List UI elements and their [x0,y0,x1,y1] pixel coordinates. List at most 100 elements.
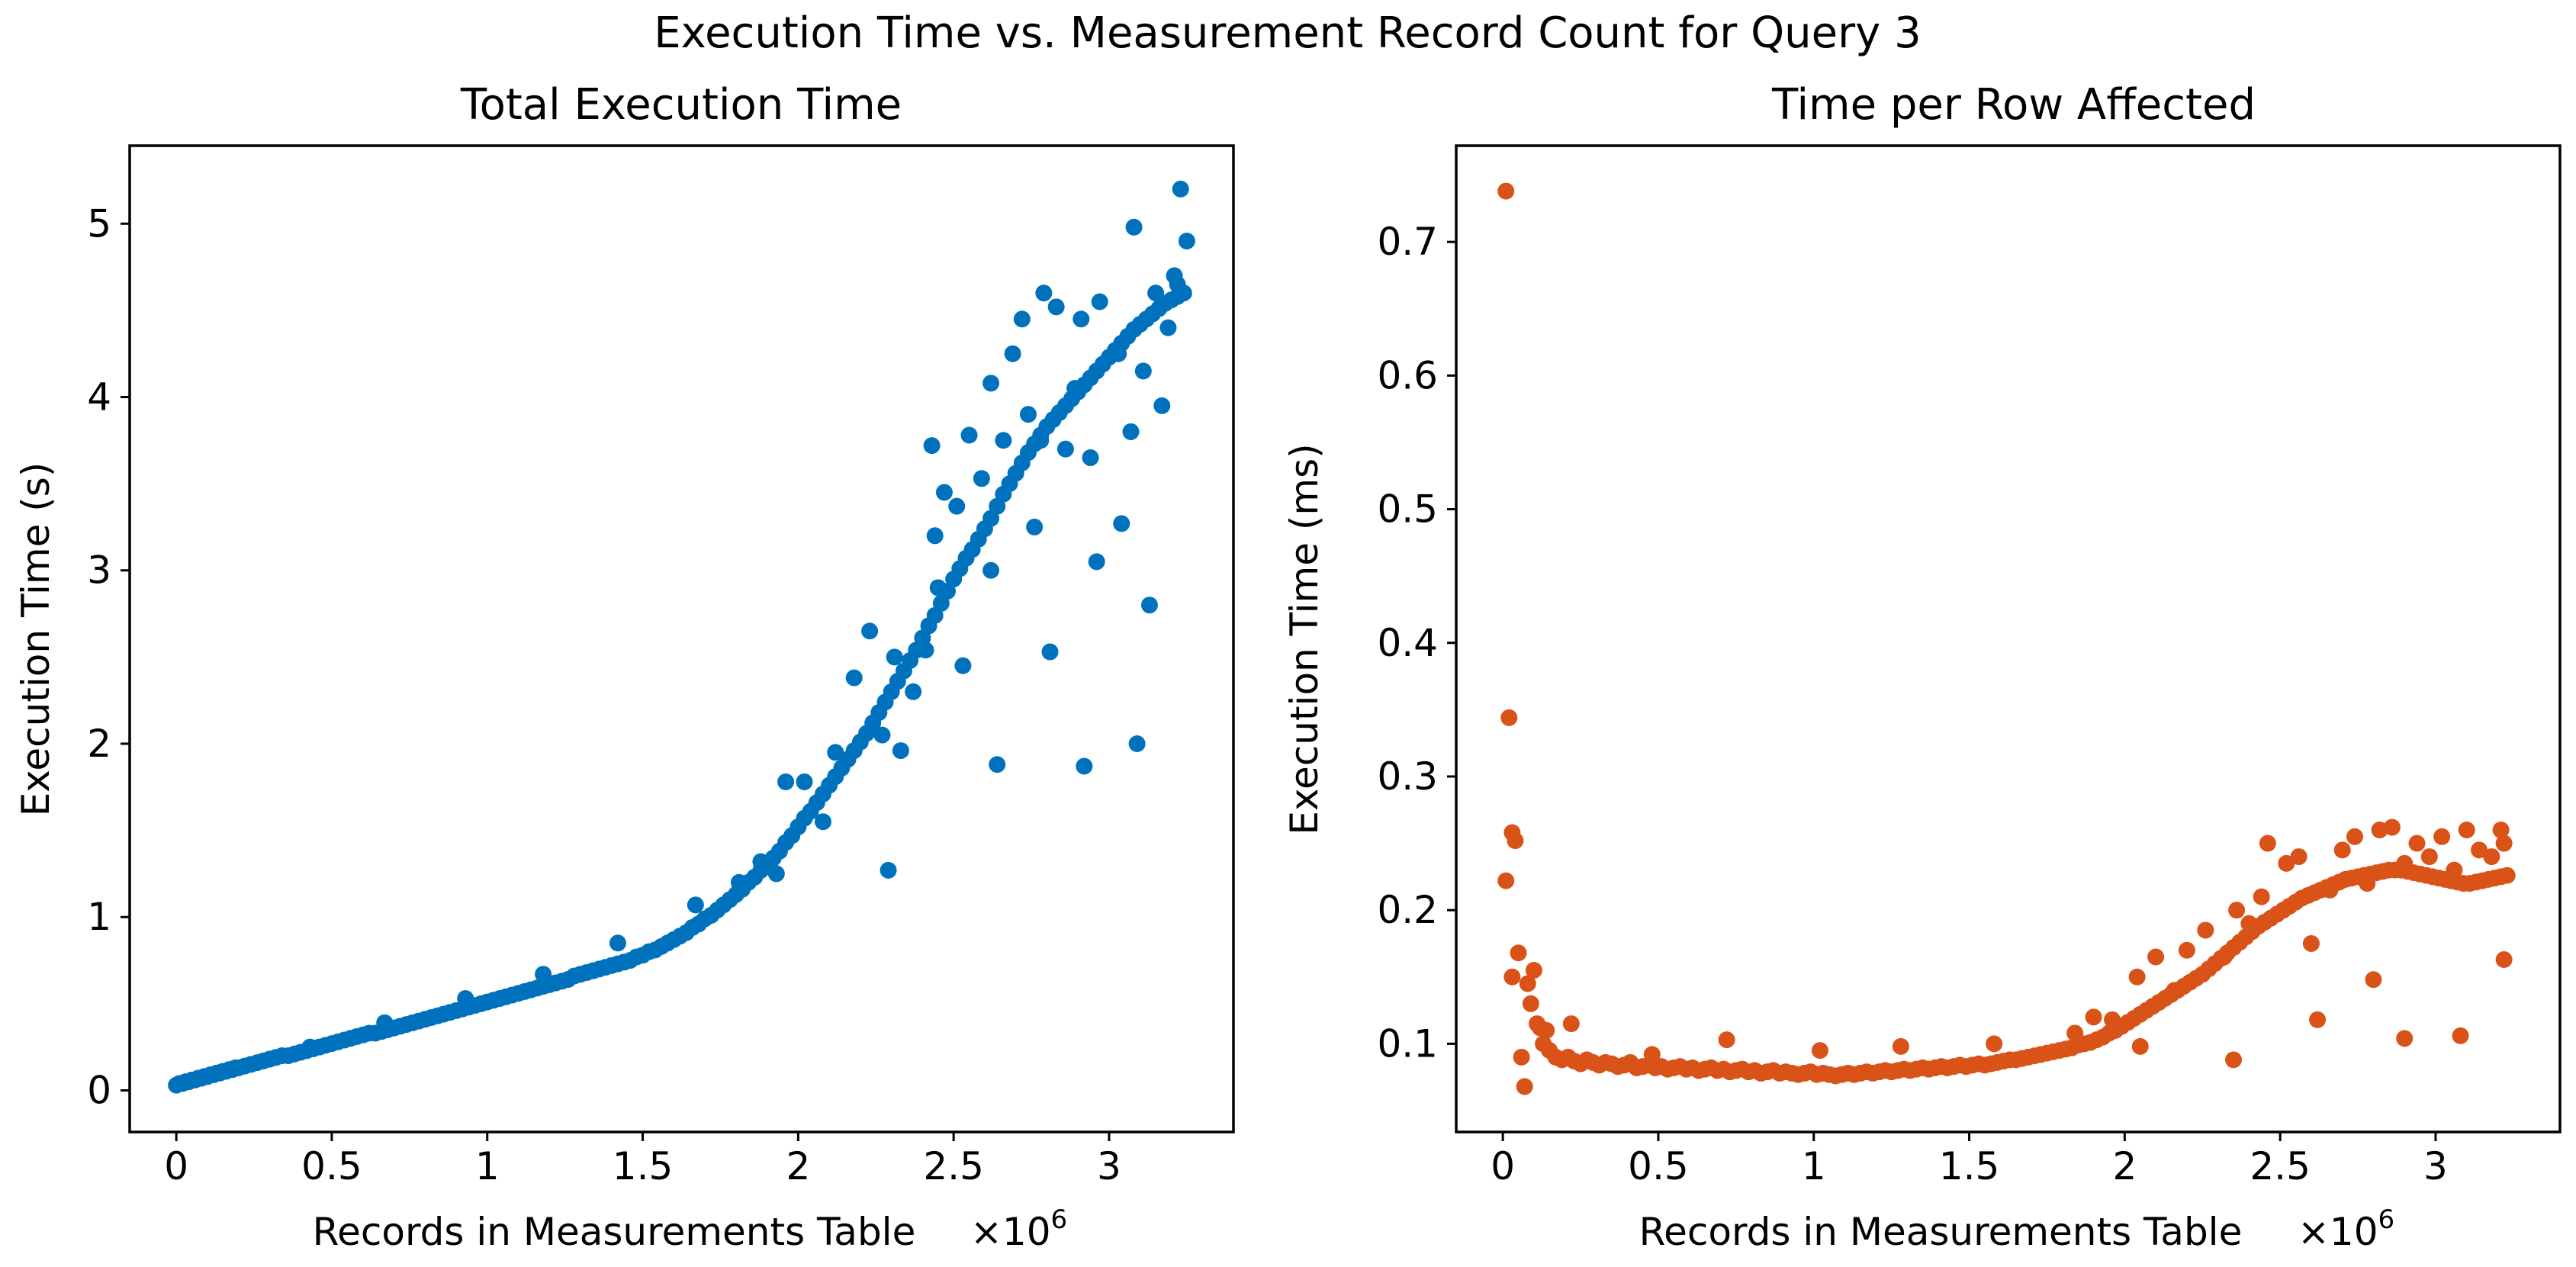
data-point [1004,345,1021,362]
data-point [796,773,813,790]
scatter-points [168,180,1195,1094]
data-point [752,853,770,870]
chart-title: Total Execution Time [460,80,902,130]
chart-time-per-row-affected: Time per Row Affected 0 0.5 1 1.5 2 2.5 3 0.10… [1282,80,2562,1254]
data-point [960,426,978,444]
data-point [1519,975,1536,992]
x-tick-label: 2 [786,1144,810,1188]
data-point [767,865,785,883]
data-point [2128,968,2146,986]
y-tick-label: 0.2 [1377,888,1438,932]
x-tick-label: 1 [1802,1144,1826,1188]
data-point [777,773,795,790]
data-point [1507,832,1524,850]
data-point [1073,310,1090,328]
data-point [535,966,552,983]
x-tick-label: 1 [475,1144,500,1188]
data-point [687,896,704,914]
data-point [2178,941,2195,959]
data-point [1525,962,1542,979]
data-point [2498,867,2516,884]
data-point [1892,1037,1909,1055]
data-point [1088,553,1105,571]
data-point [1516,1078,1533,1095]
data-point [1091,293,1108,310]
data-point [1178,232,1195,249]
data-point [1056,440,1074,458]
data-point [935,484,953,501]
data-point [2197,921,2214,939]
data-point [2309,1011,2327,1028]
data-point [2446,861,2463,879]
data-point [873,726,891,744]
data-point [2396,854,2414,872]
data-point [2228,902,2246,919]
data-point [2321,881,2339,899]
y-tick-label: 2 [87,722,111,766]
data-point [2483,848,2500,866]
x-tick-label: 0 [164,1144,188,1188]
data-point [1497,182,1515,200]
data-point [2452,1027,2469,1044]
data-point [2492,822,2510,839]
data-point [609,934,626,952]
figure-title: Execution Time vs. Measurement Record Co… [654,8,1921,58]
data-point [1643,1046,1661,1063]
x-tick-label: 1.5 [613,1144,674,1188]
y-tick-label: 5 [87,201,111,246]
x-tick-label: 3 [2423,1144,2448,1188]
x-tick-label: 0.5 [1628,1144,1689,1188]
data-point [1513,1048,1530,1066]
data-point [1041,643,1059,661]
plot-frame [128,144,1235,1134]
y-axis-label: Execution Time (ms) [1282,443,1327,834]
x-axis-offset-base: ×10 [970,1210,1051,1254]
data-point [1047,298,1065,316]
data-point [1986,1035,2003,1053]
data-point [1562,1015,1580,1033]
data-point [1032,432,1050,449]
data-point [457,990,474,1008]
data-point [1066,380,1084,397]
data-point [2225,1051,2243,1069]
data-point [2240,915,2258,932]
data-point [1153,397,1171,414]
data-point [2147,948,2165,966]
data-point [982,375,1000,392]
data-point [2085,1008,2102,1026]
data-point [1147,285,1165,302]
data-point [1035,285,1053,302]
data-point [2359,875,2376,892]
y-tick-label: 4 [87,375,111,419]
data-point [2396,1030,2414,1047]
data-point [917,642,934,659]
x-axis: 0 0.5 1 1.5 2 2.5 3 [164,1132,1121,1188]
data-point [1159,319,1177,336]
x-tick-label: 0.5 [301,1144,362,1188]
x-tick-label: 3 [1097,1144,1121,1188]
x-tick-label: 2 [2112,1144,2137,1188]
data-point [2166,982,2183,999]
chart-total-execution-time: Total Execution Time 0 0.5 1 1.5 2 2.5 3 0 1 2 3 4… [14,80,1235,1254]
y-axis-label: Execution Time (s) [14,462,58,817]
data-point [1718,1031,1735,1049]
data-point [1110,345,1127,362]
data-point [845,669,863,687]
data-point [1811,1042,1828,1060]
x-tick-label: 2.5 [2250,1144,2311,1188]
y-tick-label: 0.5 [1377,487,1438,532]
data-point [1510,944,1527,962]
x-tick-label: 0 [1491,1144,1515,1188]
data-point [2433,828,2451,845]
data-point [2333,841,2351,859]
data-point [2495,950,2513,968]
data-point [2383,818,2401,836]
data-point [1538,1021,1555,1039]
data-point [2290,848,2307,866]
data-point [2471,841,2488,859]
data-point [2259,834,2276,852]
y-tick-label: 0.1 [1377,1021,1438,1066]
data-point [376,1014,394,1031]
y-axis: 0 1 2 3 4 5 [87,201,130,1112]
data-point [1503,968,1521,986]
